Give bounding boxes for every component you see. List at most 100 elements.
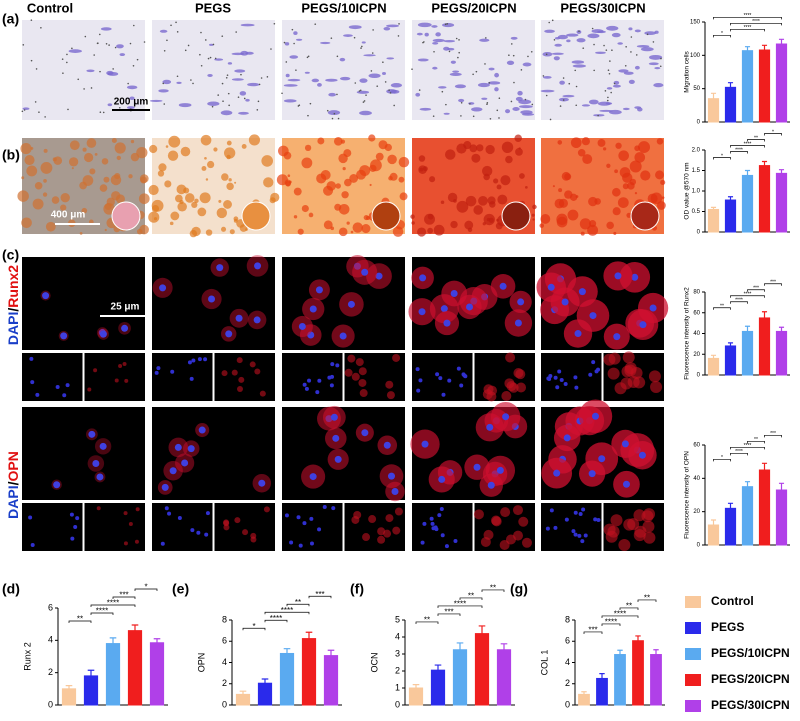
stain [516,382,527,393]
pore [237,96,240,98]
pore [336,93,338,96]
pore [496,109,499,112]
cell [129,96,135,101]
stain [164,180,172,188]
stain [508,382,519,393]
significance-label: **** [270,614,282,623]
pore [90,87,93,89]
pore [441,90,444,93]
stain [469,144,478,153]
nucleus [154,370,159,375]
y-axis-label: Migration cells [684,50,691,92]
stain [398,156,410,168]
legend-label: Control [711,594,754,608]
stain [471,153,481,163]
pore [285,61,288,63]
nucleus [332,434,340,442]
stain [392,526,401,535]
stain [411,221,415,225]
pore [575,85,578,88]
nucleus [614,272,622,280]
stain [519,173,525,179]
stain [316,173,327,184]
image [84,353,145,401]
pore [460,115,462,117]
significance-bracket [437,605,483,608]
stain [233,218,238,223]
y-tick-label: 60 [693,443,700,449]
pore [562,99,565,101]
cell [390,83,403,88]
stain [633,529,646,542]
error-bar [283,648,291,654]
stain [518,516,529,527]
pore [611,49,613,52]
pore [240,73,242,76]
legend-label: PEGS/10ICPN [711,646,790,660]
nucleus [463,374,468,379]
cell [597,101,611,106]
cell [505,109,511,114]
cell [238,111,249,115]
pore [258,83,261,86]
significance-bracket [713,307,731,310]
stain [661,196,665,199]
y-tick-label: 0.5 [692,209,701,215]
cell [566,33,579,37]
pore [67,108,69,111]
error-bar [261,678,269,684]
nucleus [578,512,583,517]
stain [241,144,247,149]
error-bar [710,206,717,210]
significance-label: *** [119,591,128,600]
cell [317,83,322,87]
stain [500,175,511,186]
significance-bracket [308,595,332,599]
stain [385,514,394,523]
y-axis-label: Fluorescence intensity of Runx2 [684,287,691,380]
legend-swatch [685,622,701,634]
stain [638,141,650,154]
stain [521,537,532,548]
stain [588,196,598,207]
cell [327,110,341,116]
stain [634,192,638,195]
stain [151,199,164,212]
significance-bracket [286,603,310,607]
significance-label: **** [735,147,743,153]
error-bar [412,684,420,688]
pore [222,100,224,102]
pore [331,117,334,120]
significance-bracket [713,458,731,462]
cell [562,94,575,98]
cell [348,25,362,30]
stain [531,213,535,217]
cell [293,31,298,36]
image [22,407,145,500]
stain [245,228,248,231]
nucleus [121,324,129,332]
significance-label: ** [626,602,632,611]
stain [124,378,129,383]
cell [471,107,483,112]
nucleus [330,362,335,367]
pore [163,49,166,52]
nucleus [387,472,395,480]
bar [408,687,424,706]
stain-label: DAPI/Runx2 [5,265,21,345]
cell [654,30,659,34]
cell [506,60,515,65]
bar [775,172,788,233]
stain [89,168,96,175]
stain [180,146,191,157]
stain [650,381,663,394]
column-header: PEGS/10ICPN [301,0,386,15]
stain [347,354,356,363]
nucleus [591,360,596,365]
bar [707,98,720,123]
pore [281,92,283,95]
stain [656,138,664,145]
pore [22,44,25,46]
stain [149,144,158,154]
bar [279,652,295,706]
